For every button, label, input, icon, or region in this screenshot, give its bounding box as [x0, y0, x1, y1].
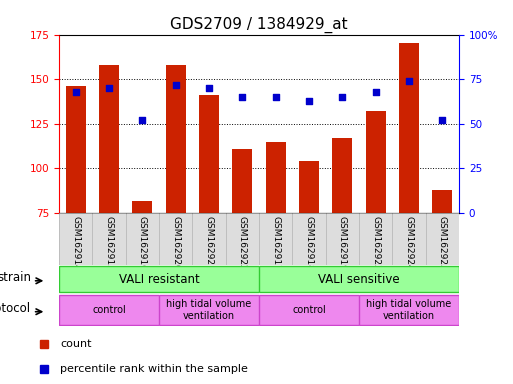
Text: GSM162923: GSM162923 — [371, 216, 380, 270]
Bar — [66, 86, 86, 213]
Text: GSM162914: GSM162914 — [71, 216, 80, 270]
Text: GSM162925: GSM162925 — [438, 216, 447, 270]
Text: GSM162917: GSM162917 — [271, 216, 280, 271]
Bar — [332, 138, 352, 213]
Text: protocol: protocol — [0, 302, 31, 315]
Point — [438, 117, 446, 123]
Text: GSM162916: GSM162916 — [138, 216, 147, 271]
Text: VALI sensitive: VALI sensitive — [318, 273, 400, 286]
Point — [305, 98, 313, 104]
Text: GSM162918: GSM162918 — [305, 216, 313, 271]
Bar — [366, 111, 386, 213]
Title: GDS2709 / 1384929_at: GDS2709 / 1384929_at — [170, 17, 348, 33]
Text: high tidal volume
ventilation: high tidal volume ventilation — [166, 299, 252, 321]
Point — [405, 78, 413, 84]
Bar — [266, 142, 286, 213]
Text: GSM162924: GSM162924 — [405, 216, 413, 270]
Point — [171, 81, 180, 88]
Text: GSM162919: GSM162919 — [338, 216, 347, 271]
Text: VALI resistant: VALI resistant — [119, 273, 200, 286]
Text: GSM162922: GSM162922 — [238, 216, 247, 270]
Bar — [132, 200, 152, 213]
Point — [105, 85, 113, 91]
Bar — [399, 43, 419, 213]
Text: GSM162915: GSM162915 — [105, 216, 113, 271]
Text: high tidal volume
ventilation: high tidal volume ventilation — [366, 299, 452, 321]
Bar — [99, 65, 119, 213]
Text: GSM162921: GSM162921 — [205, 216, 213, 270]
Text: count: count — [61, 339, 92, 349]
Point — [138, 117, 146, 123]
Point — [338, 94, 346, 100]
Bar — [432, 190, 452, 213]
Bar — [299, 161, 319, 213]
Bar — [199, 95, 219, 213]
Point — [205, 85, 213, 91]
Point — [271, 94, 280, 100]
Bar — [232, 149, 252, 213]
Point — [71, 89, 80, 95]
Point — [371, 89, 380, 95]
Point — [238, 94, 246, 100]
Text: GSM162920: GSM162920 — [171, 216, 180, 270]
Text: control: control — [292, 305, 326, 315]
Text: percentile rank within the sample: percentile rank within the sample — [61, 364, 248, 374]
Text: control: control — [92, 305, 126, 315]
Text: strain: strain — [0, 271, 31, 285]
Bar — [166, 65, 186, 213]
